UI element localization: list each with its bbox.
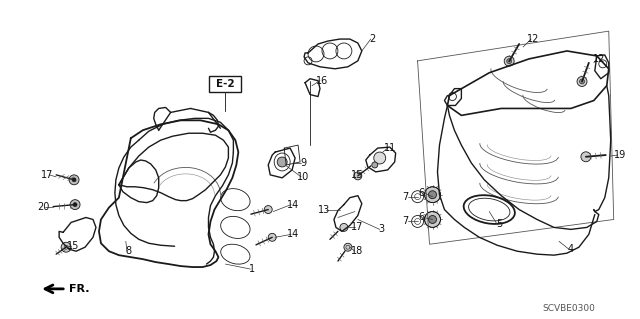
Text: 4: 4 [568,244,574,254]
Text: 1: 1 [249,264,255,274]
Text: 18: 18 [351,246,363,256]
Circle shape [424,211,440,227]
Text: SCVBE0300: SCVBE0300 [543,304,595,313]
Text: 12: 12 [593,54,605,64]
Circle shape [372,162,378,168]
Text: 9: 9 [300,158,306,168]
Text: 6: 6 [419,212,424,222]
Text: 7: 7 [403,192,409,202]
Text: 19: 19 [614,150,626,160]
Circle shape [580,79,584,84]
Circle shape [340,223,348,231]
Circle shape [374,152,386,164]
Text: 8: 8 [126,246,132,256]
Circle shape [277,157,287,167]
Circle shape [424,187,440,203]
Text: 11: 11 [383,143,396,153]
Text: 17: 17 [351,222,363,233]
Text: 10: 10 [297,172,309,182]
Text: 14: 14 [287,229,300,239]
Text: 16: 16 [316,76,328,86]
Circle shape [72,178,76,182]
Circle shape [429,216,436,223]
Text: FR.: FR. [69,284,90,294]
Text: 3: 3 [379,224,385,234]
Text: 13: 13 [318,204,330,215]
Circle shape [581,152,591,162]
Text: E-2: E-2 [216,79,235,89]
Circle shape [73,203,77,207]
Circle shape [69,175,79,185]
Text: 7: 7 [403,217,409,226]
Circle shape [354,172,362,180]
Circle shape [61,242,71,252]
Text: 14: 14 [287,200,300,210]
Circle shape [577,77,587,86]
Circle shape [429,191,436,199]
FancyBboxPatch shape [209,76,241,92]
Circle shape [70,200,80,210]
Circle shape [268,234,276,241]
Text: 20: 20 [37,202,49,211]
Text: 2: 2 [370,34,376,44]
Text: 5: 5 [496,219,502,229]
Text: 6: 6 [419,188,424,198]
Circle shape [344,243,352,251]
Circle shape [264,205,272,213]
Text: 15: 15 [351,170,363,180]
Text: 15: 15 [67,241,79,251]
Circle shape [507,59,511,64]
Text: 17: 17 [41,170,53,180]
Circle shape [504,56,514,66]
Text: 12: 12 [527,34,540,44]
